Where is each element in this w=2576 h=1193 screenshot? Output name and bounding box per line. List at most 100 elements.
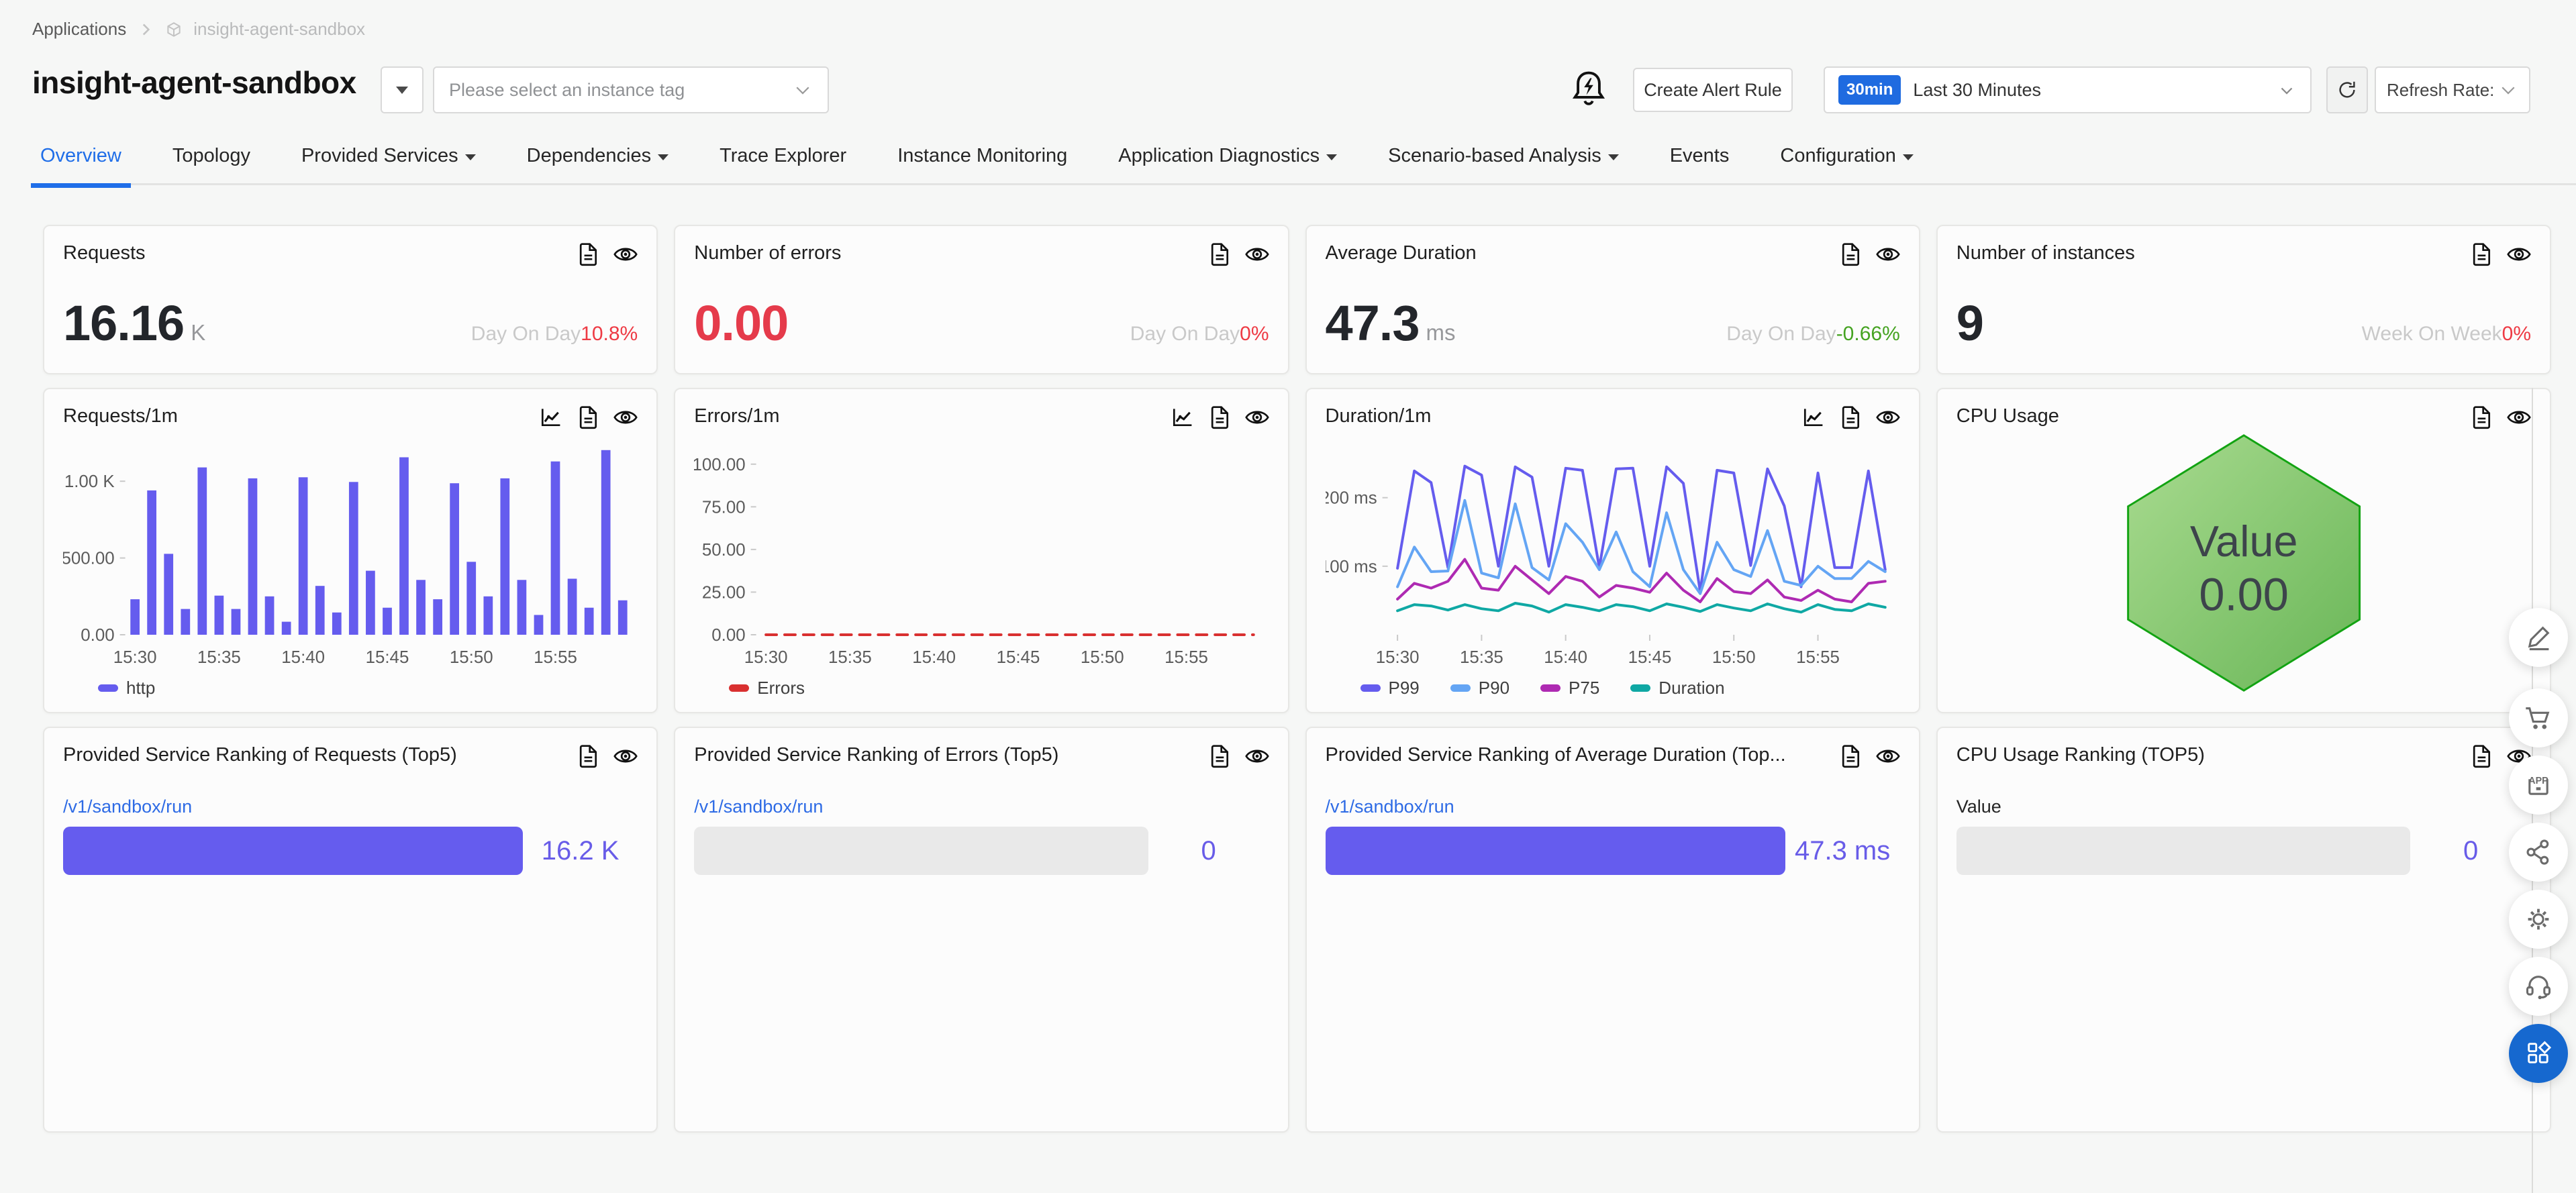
document-icon[interactable] xyxy=(576,744,600,768)
legend-item[interactable]: P90 xyxy=(1450,678,1509,698)
svg-text:15:30: 15:30 xyxy=(744,648,788,667)
eye-icon[interactable] xyxy=(2507,405,2531,429)
document-icon[interactable] xyxy=(1207,242,1232,266)
cart-button[interactable] xyxy=(2509,688,2568,747)
document-icon[interactable] xyxy=(576,242,600,266)
tab-application-diagnostics[interactable]: Application Diagnostics xyxy=(1118,145,1338,167)
svg-text:0.00: 0.00 xyxy=(81,626,114,645)
ranking-item-label: Value xyxy=(1956,796,2001,817)
share-icon xyxy=(2526,839,2549,865)
legend-item[interactable]: P99 xyxy=(1360,678,1420,698)
document-icon[interactable] xyxy=(2469,744,2493,768)
create-alert-rule-button[interactable]: Create Alert Rule xyxy=(1633,68,1793,112)
compare-label: Day On Day xyxy=(1726,323,1836,345)
eye-icon[interactable] xyxy=(1244,744,1269,768)
legend-item[interactable]: P75 xyxy=(1540,678,1599,698)
line-chart-icon[interactable] xyxy=(1170,405,1194,429)
dashboard-grid: Requests 16.16 K Day On Day10.8% Number o… xyxy=(43,225,2551,1133)
tab-events[interactable]: Events xyxy=(1669,145,1730,166)
edit-button[interactable] xyxy=(2509,608,2568,667)
compare-label: Day On Day xyxy=(1130,323,1240,345)
ranking-card-cpu-usage: CPU Usage Ranking (TOP5) Value 0 xyxy=(1936,727,2551,1133)
eye-icon[interactable] xyxy=(2507,242,2531,266)
breadcrumb-current: insight-agent-sandbox xyxy=(193,19,366,39)
eye-icon[interactable] xyxy=(613,405,638,429)
breadcrumb-applications[interactable]: Applications xyxy=(32,19,127,39)
document-icon[interactable] xyxy=(1838,405,1863,429)
ranking-item-link[interactable]: /v1/sandbox/run xyxy=(63,796,193,817)
tab-configuration[interactable]: Configuration xyxy=(1780,145,1914,167)
chart-card-errors-1m: Errors/1m 0.00 25.00 50.00 75.00 100.00 15:30… xyxy=(674,388,1289,713)
eye-icon[interactable] xyxy=(1244,242,1269,266)
svg-text:15:50: 15:50 xyxy=(450,648,493,667)
breadcrumb: Applications insight-agent-sandbox xyxy=(32,19,365,40)
document-icon[interactable] xyxy=(1207,405,1232,429)
settings-button[interactable] xyxy=(2509,890,2568,949)
cpu-usage-hexagon: Value 0.00 xyxy=(1956,429,2531,696)
chevron-right-icon xyxy=(137,21,154,38)
document-icon[interactable] xyxy=(2469,405,2493,429)
card-title: Requests xyxy=(63,242,146,264)
ranking-item-link[interactable]: /v1/sandbox/run xyxy=(694,796,824,817)
tab-topology[interactable]: Topology xyxy=(172,145,250,166)
legend-swatch xyxy=(98,684,118,692)
compare-label: Day On Day xyxy=(470,323,581,345)
instance-tag-placeholder: Please select an instance tag xyxy=(449,79,685,100)
widgets-button[interactable] xyxy=(2509,1024,2568,1083)
eye-icon[interactable] xyxy=(1875,405,1900,429)
caret-down-icon xyxy=(396,86,408,94)
chevron-down-icon xyxy=(2277,80,2297,100)
eye-icon[interactable] xyxy=(1875,242,1900,266)
card-title: Duration/1m xyxy=(1325,405,1432,427)
ranking-bar xyxy=(1956,827,2411,875)
nav-tabs: Overview Topology Provided Services Depe… xyxy=(31,145,2576,188)
legend-item[interactable]: Errors xyxy=(729,678,805,698)
tab-instance-monitoring[interactable]: Instance Monitoring xyxy=(897,145,1068,166)
tab-overview[interactable]: Overview xyxy=(31,145,131,188)
document-icon[interactable] xyxy=(1207,744,1232,768)
tab-scenario-based-analysis[interactable]: Scenario-based Analysis xyxy=(1388,145,1619,167)
svg-text:15:45: 15:45 xyxy=(1628,648,1671,667)
svg-text:200 ms: 200 ms xyxy=(1326,489,1377,508)
time-range-select[interactable]: 30min Last 30 Minutes xyxy=(1824,66,2312,113)
refresh-icon xyxy=(2339,81,2355,98)
document-icon[interactable] xyxy=(1838,744,1863,768)
legend-item[interactable]: Duration xyxy=(1630,678,1725,698)
line-chart-icon[interactable] xyxy=(538,405,562,429)
refresh-button[interactable] xyxy=(2326,66,2368,113)
card-title: Provided Service Ranking of Requests (To… xyxy=(63,744,457,766)
alert-bell-icon[interactable] xyxy=(1572,70,1605,107)
line-chart-icon[interactable] xyxy=(1801,405,1825,429)
document-icon[interactable] xyxy=(2469,242,2493,266)
svg-text:100.00: 100.00 xyxy=(694,456,746,474)
errors-line-chart: 0.00 25.00 50.00 75.00 100.00 15:30 15:35 15:40… xyxy=(694,433,1269,674)
support-button[interactable] xyxy=(2509,957,2568,1016)
svg-text:50.00: 50.00 xyxy=(702,541,746,560)
ranking-card-errors: Provided Service Ranking of Errors (Top5… xyxy=(674,727,1289,1133)
card-title: Requests/1m xyxy=(63,405,178,427)
chevron-down-icon xyxy=(2498,80,2518,100)
caret-down-icon xyxy=(658,154,669,160)
tab-provided-services[interactable]: Provided Services xyxy=(301,145,476,167)
document-icon[interactable] xyxy=(576,405,600,429)
stat-card-errors: Number of errors 0.00 Day On Day0% xyxy=(674,225,1289,374)
svg-text:15:55: 15:55 xyxy=(1165,648,1208,667)
stat-card-average-duration: Average Duration 47.3 ms Day On Day-0.66% xyxy=(1305,225,1920,374)
svg-text:1.00 K: 1.00 K xyxy=(64,472,115,491)
tab-dependencies[interactable]: Dependencies xyxy=(527,145,669,167)
eye-icon[interactable] xyxy=(1244,405,1269,429)
hexagon-value: 0.00 xyxy=(2199,568,2289,620)
instance-tag-select[interactable]: Please select an instance tag xyxy=(433,66,829,113)
refresh-rate-select[interactable]: Refresh Rate: xyxy=(2375,66,2530,113)
tab-trace-explorer[interactable]: Trace Explorer xyxy=(720,145,847,166)
eye-icon[interactable] xyxy=(613,744,638,768)
legend-item[interactable]: http xyxy=(98,678,155,698)
eye-icon[interactable] xyxy=(1875,744,1900,768)
app-switcher-button[interactable] xyxy=(381,66,424,113)
app-center-button[interactable]: APP xyxy=(2509,756,2568,815)
share-button[interactable] xyxy=(2509,823,2568,882)
eye-icon[interactable] xyxy=(613,242,638,266)
document-icon[interactable] xyxy=(1838,242,1863,266)
refresh-rate-label: Refresh Rate: xyxy=(2387,79,2495,100)
ranking-item-link[interactable]: /v1/sandbox/run xyxy=(1325,796,1454,817)
